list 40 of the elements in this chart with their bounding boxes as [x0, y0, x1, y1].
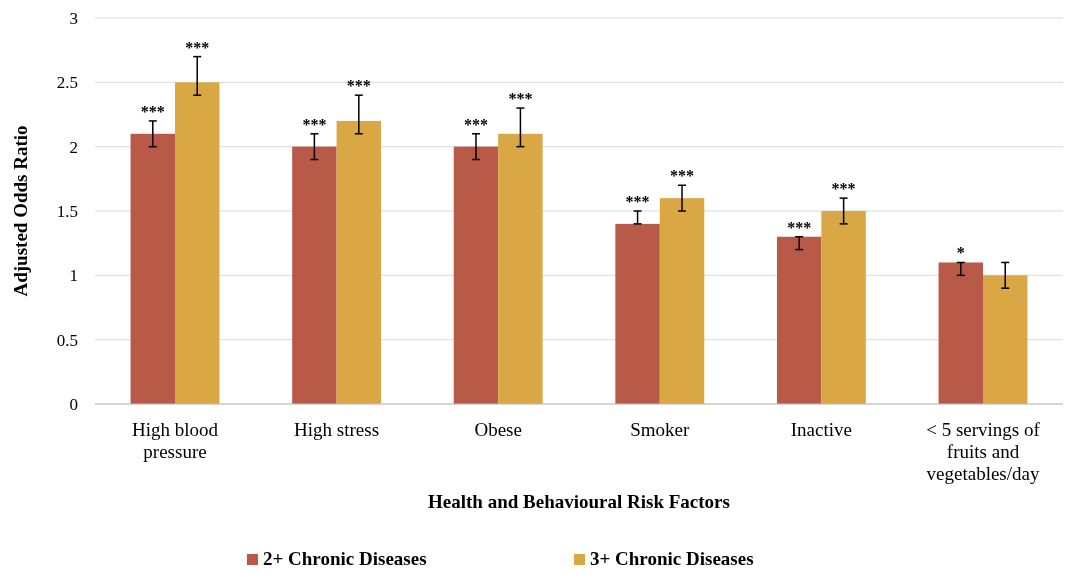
y-tick-label: 2.5	[56, 73, 78, 93]
x-tick-label: High blood pressure	[131, 419, 219, 462]
y-tick-label: 3	[69, 8, 78, 28]
x-tick-label: Inactive	[790, 419, 852, 440]
bar	[938, 262, 984, 404]
x-tick-label: Smoker	[630, 419, 691, 440]
x-axis-title: Health and Behavioural Risk Factors	[428, 491, 730, 512]
x-tick-label: < 5 servings of fruits and vegetables/day	[926, 419, 1041, 484]
bar	[659, 198, 705, 404]
bar	[336, 120, 382, 404]
bar	[615, 223, 660, 404]
legend-label: 3+ Chronic Diseases	[590, 548, 754, 569]
annotation: ***	[508, 90, 533, 108]
bar	[983, 275, 1028, 404]
y-tick-label: 0	[69, 394, 78, 414]
annotation: ***	[140, 102, 165, 120]
annotation: ***	[346, 77, 371, 95]
bar	[453, 146, 499, 404]
x-tick-label: High stress	[294, 419, 380, 440]
bar	[498, 133, 543, 404]
y-tick-label: 1	[69, 266, 78, 286]
legend-label: 2+ Chronic Diseases	[263, 548, 427, 569]
annotation: ***	[787, 218, 812, 236]
annotation: ***	[625, 193, 650, 210]
bar	[130, 133, 175, 404]
annotation: ***	[302, 115, 327, 133]
annotation: ***	[185, 38, 210, 56]
x-tick-label: Obese	[474, 419, 522, 440]
y-axis-title: Adjusted Odds Ratio	[10, 125, 31, 297]
y-tick-label: 0.5	[56, 330, 78, 350]
y-tick-label: 1.5	[56, 201, 78, 221]
annotation: *	[956, 244, 965, 262]
annotation: ***	[670, 167, 695, 185]
bar	[821, 211, 866, 404]
bar	[776, 236, 822, 404]
y-tick-label: 2	[69, 137, 78, 157]
annotation: ***	[463, 115, 488, 133]
bar	[174, 82, 220, 404]
annotation: ***	[831, 180, 856, 198]
bar	[292, 146, 337, 404]
